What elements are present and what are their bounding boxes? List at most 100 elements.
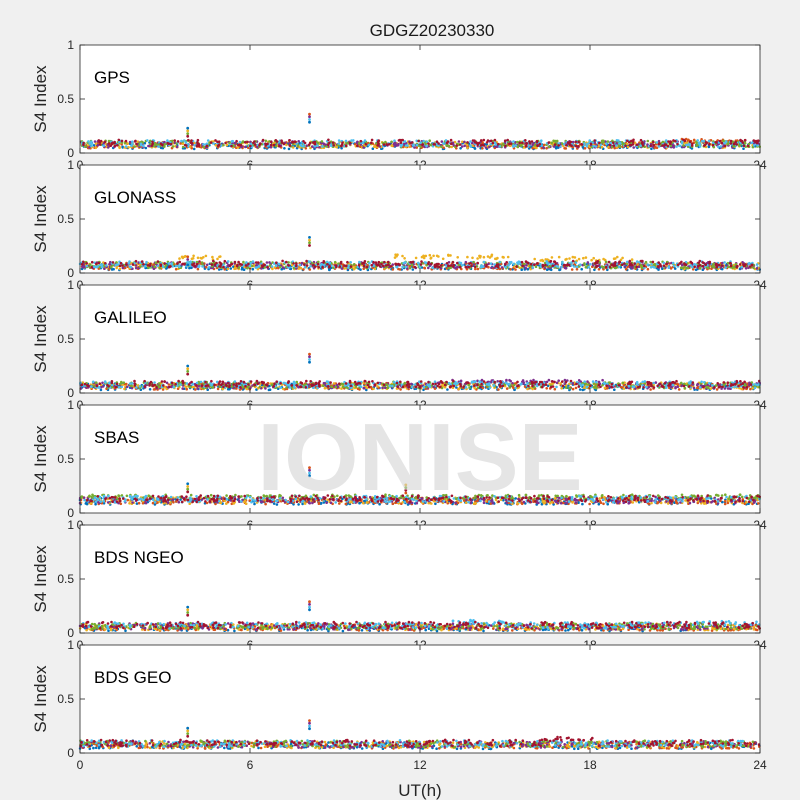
data-point [140,143,143,147]
data-point [541,263,545,267]
data-point [352,267,356,271]
data-point [524,260,528,263]
data-point [303,263,306,266]
panel-label: GLONASS [94,188,176,207]
data-point [437,265,441,269]
data-point [433,143,437,146]
data-point [461,140,464,144]
data-point [196,267,200,271]
data-point [214,143,218,147]
data-point [206,139,210,142]
data-point [612,141,615,144]
data-point [583,147,587,150]
data-point [460,145,464,148]
data-point [408,266,412,270]
data-point [481,147,484,150]
data-point [500,266,504,269]
data-point [415,139,419,143]
data-point [117,138,121,142]
data-point [196,387,199,390]
data-point [580,143,584,146]
data-point [193,144,196,147]
data-point [165,381,169,385]
data-point [600,141,603,144]
data-point [240,263,243,266]
data-point [721,261,724,265]
axes-background [80,285,760,393]
data-point [560,265,563,269]
data-point [422,388,425,392]
data-point [607,146,610,149]
data-point [612,257,616,261]
data-point [300,144,303,148]
data-point [105,264,108,267]
data-point [482,138,486,142]
spike-point [308,241,311,245]
data-point [352,139,355,142]
data-point [94,146,98,150]
data-point [459,261,462,265]
data-point [308,260,312,264]
data-point [588,139,591,142]
data-point [528,141,532,145]
data-point [222,265,225,269]
data-point [571,255,575,259]
data-point [130,144,133,147]
data-point [750,141,753,145]
data-point [237,143,240,147]
data-point [123,387,126,391]
data-point [173,139,176,142]
data-point [624,144,627,148]
data-point [459,143,462,146]
data-point [479,139,483,142]
data-point [574,140,578,144]
data-point [107,142,111,145]
spike-point [308,112,311,116]
data-point [287,264,291,267]
data-point [343,264,346,267]
data-point [201,265,204,268]
data-point [639,144,642,147]
data-point [512,262,515,266]
data-point [704,263,707,267]
data-point [387,263,390,267]
data-point [553,143,557,146]
data-point [728,261,732,265]
data-point [329,144,333,147]
data-point [326,263,329,266]
data-point [698,141,701,144]
data-point [94,142,98,146]
data-point [711,143,715,147]
data-point [685,266,688,270]
data-point [557,379,560,383]
data-point [424,142,427,146]
data-point [386,260,390,264]
data-point [557,144,560,147]
data-point [747,262,751,266]
spike-point [186,126,190,130]
data-point [741,261,744,264]
data-point [156,264,160,268]
data-point [159,264,162,268]
data-point [672,264,676,268]
data-point [113,141,116,145]
data-point [605,142,608,146]
data-point [226,260,230,263]
data-point [575,265,579,269]
data-point [101,381,104,385]
data-point [110,385,114,389]
data-point [538,142,542,146]
spike-point [186,263,190,267]
data-point [743,264,746,268]
data-point [594,145,598,148]
data-point [163,145,166,148]
data-point [309,146,312,150]
data-point [696,264,700,268]
data-point [696,382,700,386]
data-point [736,264,739,268]
data-point [372,260,375,264]
spike-point [186,255,190,259]
data-point [302,140,305,143]
data-point [592,144,595,148]
data-point [183,263,186,266]
